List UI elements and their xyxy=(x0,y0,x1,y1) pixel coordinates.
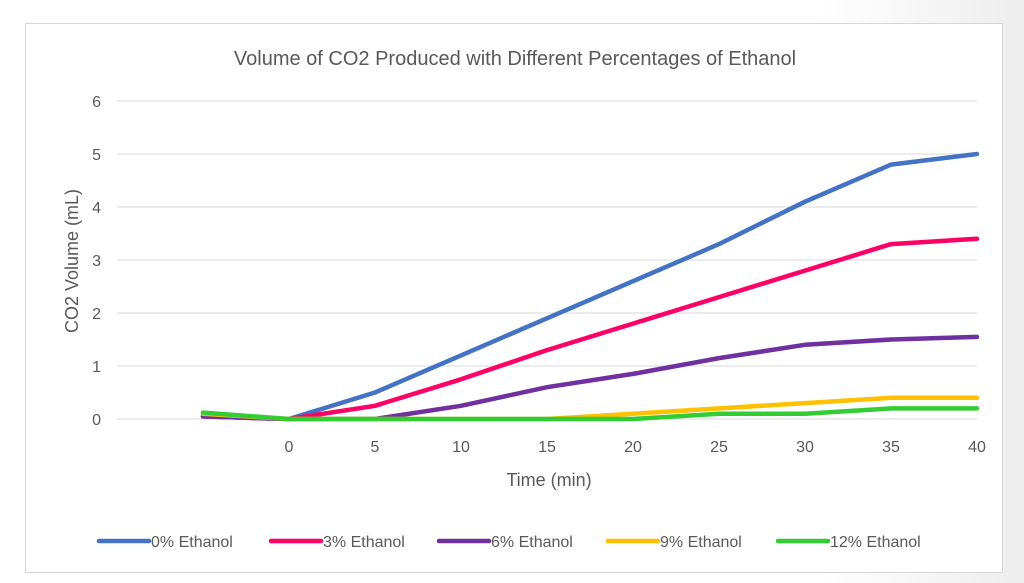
y-tick-label: 6 xyxy=(92,94,101,111)
legend-label-0: 0% Ethanol xyxy=(151,534,233,551)
chart-title: Volume of CO2 Produced with Different Pe… xyxy=(234,48,796,70)
y-tick-label: 1 xyxy=(92,359,101,376)
series-line-0 xyxy=(200,151,980,422)
x-tick-label: 15 xyxy=(538,439,556,456)
line-chart: Volume of CO2 Produced with Different Pe… xyxy=(62,48,986,551)
chart-frame: Volume of CO2 Produced with Different Pe… xyxy=(25,23,1003,573)
y-tick-label: 0 xyxy=(92,412,101,429)
series-line-4 xyxy=(200,406,980,422)
x-axis-ticks: 0 5 10 15 20 25 30 35 40 xyxy=(285,439,986,456)
x-tick-label: 10 xyxy=(452,439,470,456)
gridlines xyxy=(117,100,977,420)
x-tick-label: 5 xyxy=(371,439,380,456)
legend-label-3: 9% Ethanol xyxy=(660,534,742,551)
data-series xyxy=(200,151,980,422)
y-axis-label: CO2 Volume (mL) xyxy=(62,189,82,333)
y-tick-label: 2 xyxy=(92,306,101,323)
x-tick-label: 30 xyxy=(796,439,814,456)
x-tick-label: 40 xyxy=(968,439,986,456)
y-tick-label: 4 xyxy=(92,200,101,217)
legend-label-2: 6% Ethanol xyxy=(491,534,573,551)
x-tick-label: 25 xyxy=(710,439,728,456)
legend-label-1: 3% Ethanol xyxy=(323,534,405,551)
x-tick-label: 35 xyxy=(882,439,900,456)
legend: 0% Ethanol 3% Ethanol 6% Ethanol 9% Ethanol… xyxy=(96,534,921,551)
series-line-2 xyxy=(200,334,980,422)
legend-label-4: 12% Ethanol xyxy=(830,534,921,551)
y-axis-ticks: 0 1 2 3 4 5 6 xyxy=(92,94,101,429)
y-tick-label: 3 xyxy=(92,253,101,270)
x-tick-label: 20 xyxy=(624,439,642,456)
x-axis-label: Time (min) xyxy=(506,470,591,490)
x-tick-label: 0 xyxy=(285,439,294,456)
y-tick-label: 5 xyxy=(92,147,101,164)
series-line-1 xyxy=(200,236,980,422)
